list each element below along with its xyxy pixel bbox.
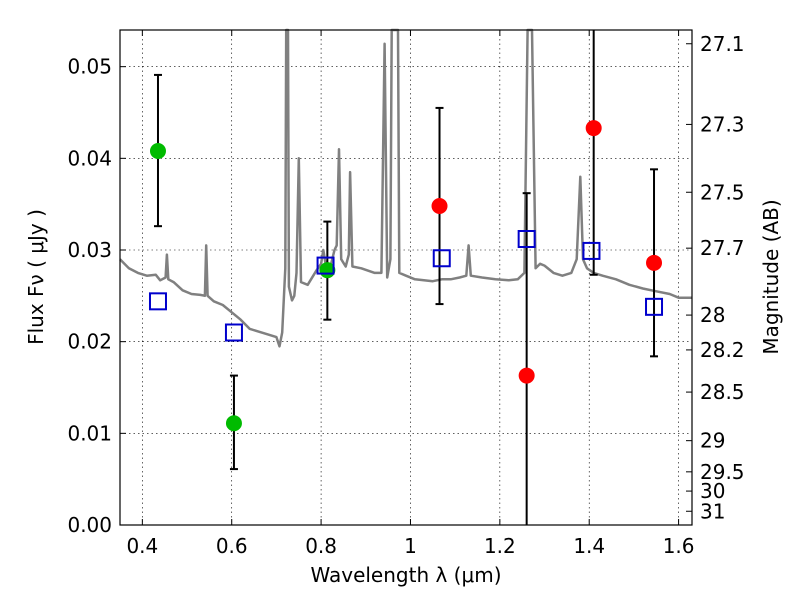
data-point-circle — [149, 143, 166, 159]
right-tick-label: 27.1 — [700, 32, 745, 56]
data-point-circle — [585, 120, 602, 137]
spectrum-line — [119, 28, 692, 348]
right-tick-label: 28.2 — [700, 338, 745, 362]
x-tick-label: 1.2 — [484, 534, 516, 558]
data-point-circle — [518, 367, 535, 384]
data-point-circle — [646, 254, 663, 271]
right-tick-label: 29 — [700, 429, 725, 453]
data-point-square — [316, 256, 335, 275]
y-axis-label: Flux Fν ( μJy ) — [24, 209, 48, 345]
y-tick-label: 0.02 — [67, 330, 112, 354]
data-point-square — [432, 249, 451, 268]
x-tick-label: 0.8 — [305, 534, 337, 558]
plot-frame — [119, 29, 693, 526]
right-tick-label: 27.5 — [700, 180, 745, 204]
data-point-circle — [431, 198, 448, 214]
y-axis-ticks: 0.00 0.01 0.02 0.03 0.04 0.05 — [67, 55, 126, 537]
data-point-square — [148, 292, 167, 311]
right-tick-label: 28 — [700, 303, 725, 327]
y-tick-label: 0.04 — [67, 146, 112, 170]
y-tick-label: 0.03 — [67, 238, 112, 262]
x-axis-ticks: 0.4 0.6 0.8 1 1.2 1.4 1.6 — [126, 30, 695, 558]
right-tick-label: 29.5 — [700, 460, 745, 484]
y-tick-label: 0.05 — [67, 55, 112, 79]
x-tick-label: 1 — [404, 534, 417, 558]
right-axis-label: Magnitude (AB) — [759, 199, 783, 354]
x-tick-label: 1.4 — [573, 534, 605, 558]
spectrum-path — [119, 28, 692, 348]
x-axis-label: Wavelength λ (μm) — [310, 563, 501, 587]
data-markers — [148, 120, 664, 432]
y-tick-label: 0.00 — [67, 513, 112, 537]
grid — [120, 30, 692, 526]
data-point-square — [645, 297, 664, 316]
y-tick-label: 0.01 — [67, 421, 112, 445]
x-tick-label: 0.6 — [216, 534, 248, 558]
error-bars — [153, 30, 659, 525]
data-point-square — [517, 230, 536, 248]
right-tick-label: 28.5 — [700, 380, 745, 404]
right-tick-label: 31 — [700, 499, 725, 523]
data-point-square — [224, 323, 243, 342]
right-tick-label: 27.3 — [700, 112, 745, 136]
data-point-circle — [225, 415, 242, 432]
data-point-square — [582, 241, 601, 260]
right-tick-label: 27.7 — [700, 236, 745, 260]
x-tick-label: 0.4 — [126, 534, 158, 558]
right-tick-label: 30 — [700, 479, 725, 503]
x-tick-label: 1.6 — [663, 534, 695, 558]
